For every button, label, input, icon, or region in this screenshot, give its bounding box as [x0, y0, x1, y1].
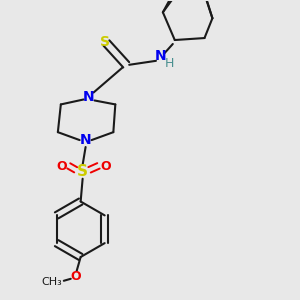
Text: O: O	[70, 270, 81, 283]
Text: N: N	[80, 133, 92, 147]
Text: N: N	[83, 89, 94, 103]
Text: S: S	[100, 35, 110, 49]
Text: CH₃: CH₃	[41, 277, 62, 287]
Text: H: H	[165, 57, 175, 70]
Text: O: O	[56, 160, 67, 173]
Text: S: S	[77, 164, 88, 179]
Text: O: O	[100, 160, 111, 173]
Text: N: N	[155, 49, 167, 63]
